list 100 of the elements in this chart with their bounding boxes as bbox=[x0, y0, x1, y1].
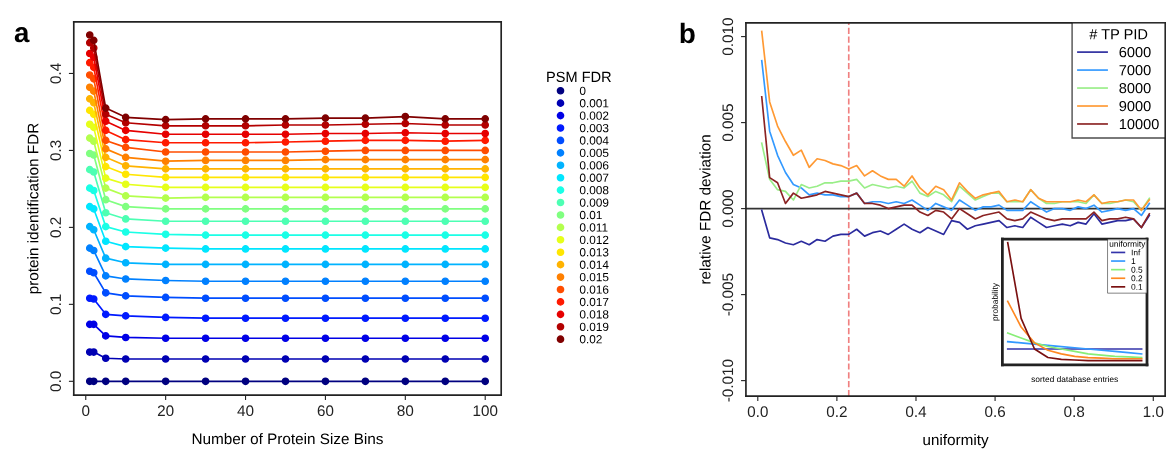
y-tick-label: 0.0 bbox=[50, 371, 62, 392]
point bbox=[321, 334, 330, 343]
point bbox=[361, 334, 370, 343]
point bbox=[281, 165, 290, 173]
point bbox=[89, 36, 98, 45]
point bbox=[201, 377, 210, 386]
point bbox=[201, 205, 210, 213]
point bbox=[201, 260, 210, 269]
legend-label: 0 bbox=[579, 86, 586, 95]
point bbox=[101, 136, 110, 145]
legend-label: 0.1 bbox=[1131, 283, 1143, 290]
point bbox=[401, 231, 410, 239]
point bbox=[101, 254, 110, 262]
point bbox=[401, 217, 410, 226]
point bbox=[321, 121, 330, 129]
point bbox=[101, 104, 110, 112]
point bbox=[361, 217, 370, 226]
point bbox=[161, 157, 170, 166]
point bbox=[121, 242, 130, 251]
point bbox=[281, 156, 290, 165]
point bbox=[281, 277, 290, 286]
point bbox=[441, 355, 450, 363]
point bbox=[481, 146, 490, 155]
point bbox=[281, 294, 290, 303]
text: a bbox=[14, 27, 30, 43]
y-tick-label: 0.000 bbox=[722, 190, 734, 228]
point bbox=[481, 173, 490, 182]
legend-label: 0.005 bbox=[579, 148, 609, 158]
point bbox=[441, 165, 450, 173]
point bbox=[161, 217, 170, 226]
point bbox=[481, 183, 490, 192]
x-axis-title: uniformity bbox=[923, 433, 989, 449]
point bbox=[101, 208, 110, 217]
point bbox=[241, 294, 250, 303]
point bbox=[101, 126, 110, 135]
y-tick-label: 0.2 bbox=[50, 217, 62, 238]
point bbox=[161, 183, 170, 192]
point bbox=[481, 115, 490, 123]
point bbox=[441, 155, 450, 164]
point bbox=[401, 183, 410, 192]
point bbox=[321, 114, 330, 122]
point bbox=[241, 173, 250, 182]
point bbox=[441, 377, 450, 386]
point bbox=[481, 193, 490, 202]
legend-label: Inf bbox=[1131, 249, 1141, 256]
legend-label: 0.007 bbox=[579, 173, 609, 182]
point bbox=[401, 146, 410, 155]
legend-label: 0.008 bbox=[579, 186, 609, 195]
point bbox=[121, 192, 130, 200]
legend-label: 10000 bbox=[1119, 118, 1159, 130]
point bbox=[361, 146, 370, 155]
point bbox=[281, 334, 290, 343]
point bbox=[161, 173, 170, 182]
legend-label: 0.5 bbox=[1131, 266, 1143, 273]
point bbox=[361, 260, 370, 269]
point bbox=[441, 173, 450, 182]
point bbox=[441, 137, 450, 146]
point bbox=[161, 334, 170, 343]
legend-title: # TP PID bbox=[1089, 29, 1148, 40]
point bbox=[101, 288, 110, 297]
point bbox=[101, 184, 110, 192]
point bbox=[441, 260, 450, 269]
legend-label: 0.015 bbox=[579, 272, 609, 282]
point bbox=[121, 377, 130, 386]
point bbox=[281, 217, 290, 226]
point bbox=[101, 195, 110, 204]
x-tick-label: 40 bbox=[237, 405, 254, 417]
point bbox=[121, 312, 130, 320]
point bbox=[89, 186, 98, 195]
point bbox=[101, 110, 110, 119]
point bbox=[121, 215, 130, 223]
point bbox=[401, 165, 410, 173]
point bbox=[161, 276, 170, 285]
point bbox=[121, 355, 130, 363]
point bbox=[101, 174, 110, 182]
y-tick-label: 0.3 bbox=[50, 140, 62, 161]
point bbox=[401, 245, 410, 253]
point bbox=[161, 377, 170, 386]
point bbox=[481, 334, 490, 343]
point bbox=[441, 294, 450, 303]
point bbox=[101, 237, 110, 246]
legend-label: 0.004 bbox=[579, 136, 609, 145]
y-axis-title: probability bbox=[991, 282, 1000, 321]
point bbox=[281, 205, 290, 213]
point bbox=[361, 355, 370, 363]
x-tick-label: 80 bbox=[397, 405, 414, 417]
point bbox=[281, 245, 290, 253]
x-tick-label: 1.0 bbox=[1143, 406, 1164, 418]
point bbox=[89, 205, 98, 213]
point bbox=[441, 205, 450, 213]
point bbox=[121, 170, 130, 179]
legend-label: 0.012 bbox=[579, 235, 609, 245]
point bbox=[401, 294, 410, 303]
point bbox=[161, 205, 170, 213]
legend-label: 0.009 bbox=[579, 198, 609, 207]
point bbox=[481, 205, 490, 213]
point bbox=[441, 129, 450, 138]
point bbox=[121, 202, 130, 211]
legend-label: 8000 bbox=[1119, 82, 1151, 94]
point bbox=[241, 231, 250, 239]
